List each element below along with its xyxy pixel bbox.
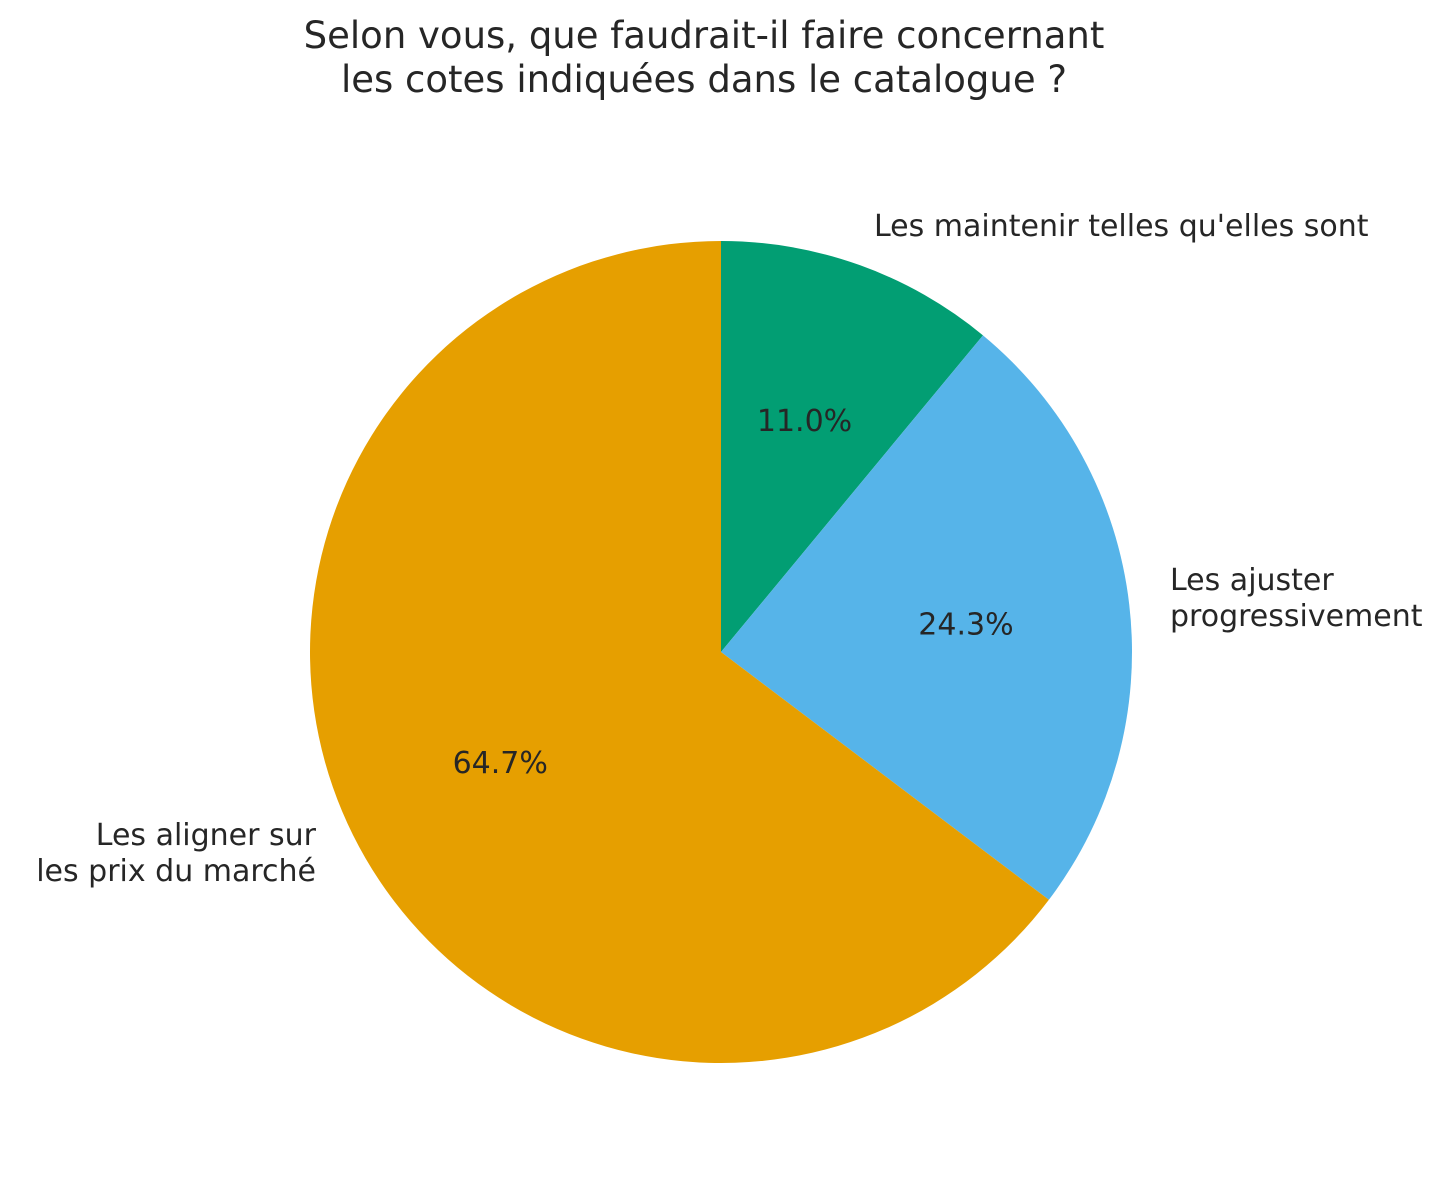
pie-slice-3-category-label-line-2: les prix du marché (36, 854, 316, 889)
chart-title: Selon vous, que faudrait-il faire concer… (304, 14, 1105, 101)
pie-slice-2-percent-label: 24.3% (918, 607, 1013, 642)
pie-slice-1-category-label-line-1: Les maintenir telles qu'elles sont (874, 209, 1369, 244)
pie-slice-1-percent-label: 11.0% (757, 404, 852, 439)
pie-slices (310, 241, 1132, 1063)
pie-slice-3-category-label-line-1: Les aligner sur (96, 818, 317, 853)
pie-slice-3-percent-label: 64.7% (453, 746, 548, 781)
pie-slice-2-category-label-line-1: Les ajuster (1170, 563, 1334, 598)
chart-title-line-1: Selon vous, que faudrait-il faire concer… (304, 14, 1105, 57)
pie-slice-2-category-label-line-2: progressivement (1170, 599, 1423, 634)
chart-title-line-2: les cotes indiquées dans le catalogue ? (341, 58, 1067, 101)
